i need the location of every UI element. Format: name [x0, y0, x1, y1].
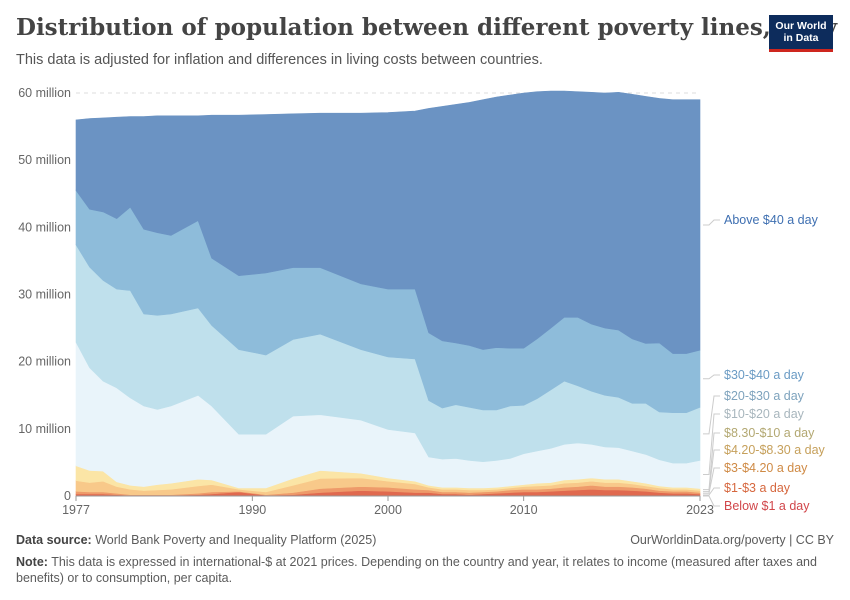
note: Note: This data is expressed in internat… — [16, 554, 826, 586]
legend-label-10-20-a-day: $10-$20 a day — [724, 407, 805, 421]
area-above-40-a-day — [75, 90, 701, 354]
data-source: Data source: World Bank Poverty and Ineq… — [16, 533, 376, 547]
axes: 0 10 million 20 million 30 million 40 millio… — [18, 86, 714, 517]
legend-connector — [703, 374, 720, 380]
note-label: Note: — [16, 555, 48, 569]
source-url[interactable]: OurWorldinData.org/poverty | CC BY — [630, 533, 834, 547]
y-tick-label: 20 million — [18, 355, 71, 369]
y-tick-label: 40 million — [18, 220, 71, 234]
legend-label-30-40-a-day: $30-$40 a day — [724, 368, 805, 382]
source-text: World Bank Poverty and Inequality Platfo… — [95, 533, 377, 547]
legend-connector — [703, 467, 720, 494]
logo-line-2: in Data — [783, 32, 819, 44]
x-tick-label: 2000 — [374, 503, 402, 517]
source-label: Data source: — [16, 533, 92, 547]
legend-connector — [703, 413, 720, 475]
legend-label-20-30-a-day: $20-$30 a day — [724, 389, 805, 403]
legend-label-4-20-8-30-a-day: $4.20-$8.30 a day — [724, 443, 826, 457]
area-series — [75, 90, 701, 497]
legend-connector — [703, 487, 720, 496]
y-tick-label: 0 — [64, 489, 71, 503]
legend-connector — [703, 432, 720, 491]
legend-label-above-40-a-day: Above $40 a day — [724, 213, 819, 227]
legend-connector — [703, 495, 720, 507]
legend-label-8-30-10-a-day: $8.30-$10 a day — [724, 426, 815, 440]
page-subtitle: This data is adjusted for inflation and … — [16, 52, 543, 68]
page-title: Distribution of population between diffe… — [16, 14, 838, 41]
legend-connector — [703, 219, 720, 226]
y-tick-label: 50 million — [18, 153, 71, 167]
legend-label-1-3-a-day: $1-$3 a day — [724, 481, 791, 495]
stacked-area-chart: 0 10 million 20 million 30 million 40 millio… — [18, 86, 826, 517]
y-tick-label: 30 million — [18, 288, 71, 302]
y-tick-label: 10 million — [18, 422, 71, 436]
logo-line-1: Our World — [775, 20, 827, 32]
legend-connector — [703, 449, 720, 493]
legend: Below $1 a day $1-$3 a day $3-$4.20 a day $… — [703, 213, 826, 513]
note-text: This data is expressed in international-… — [16, 555, 817, 585]
legend-connector — [703, 395, 720, 435]
x-tick-label: 2010 — [510, 503, 538, 517]
x-tick-label: 1977 — [62, 503, 90, 517]
legend-label-below-1-a-day: Below $1 a day — [724, 499, 810, 513]
owid-logo[interactable]: Our World in Data — [769, 15, 833, 52]
y-tick-label: 60 million — [18, 86, 71, 100]
x-tick-label: 1990 — [238, 503, 266, 517]
x-tick-label: 2023 — [686, 503, 714, 517]
legend-label-3-4-20-a-day: $3-$4.20 a day — [724, 461, 808, 475]
